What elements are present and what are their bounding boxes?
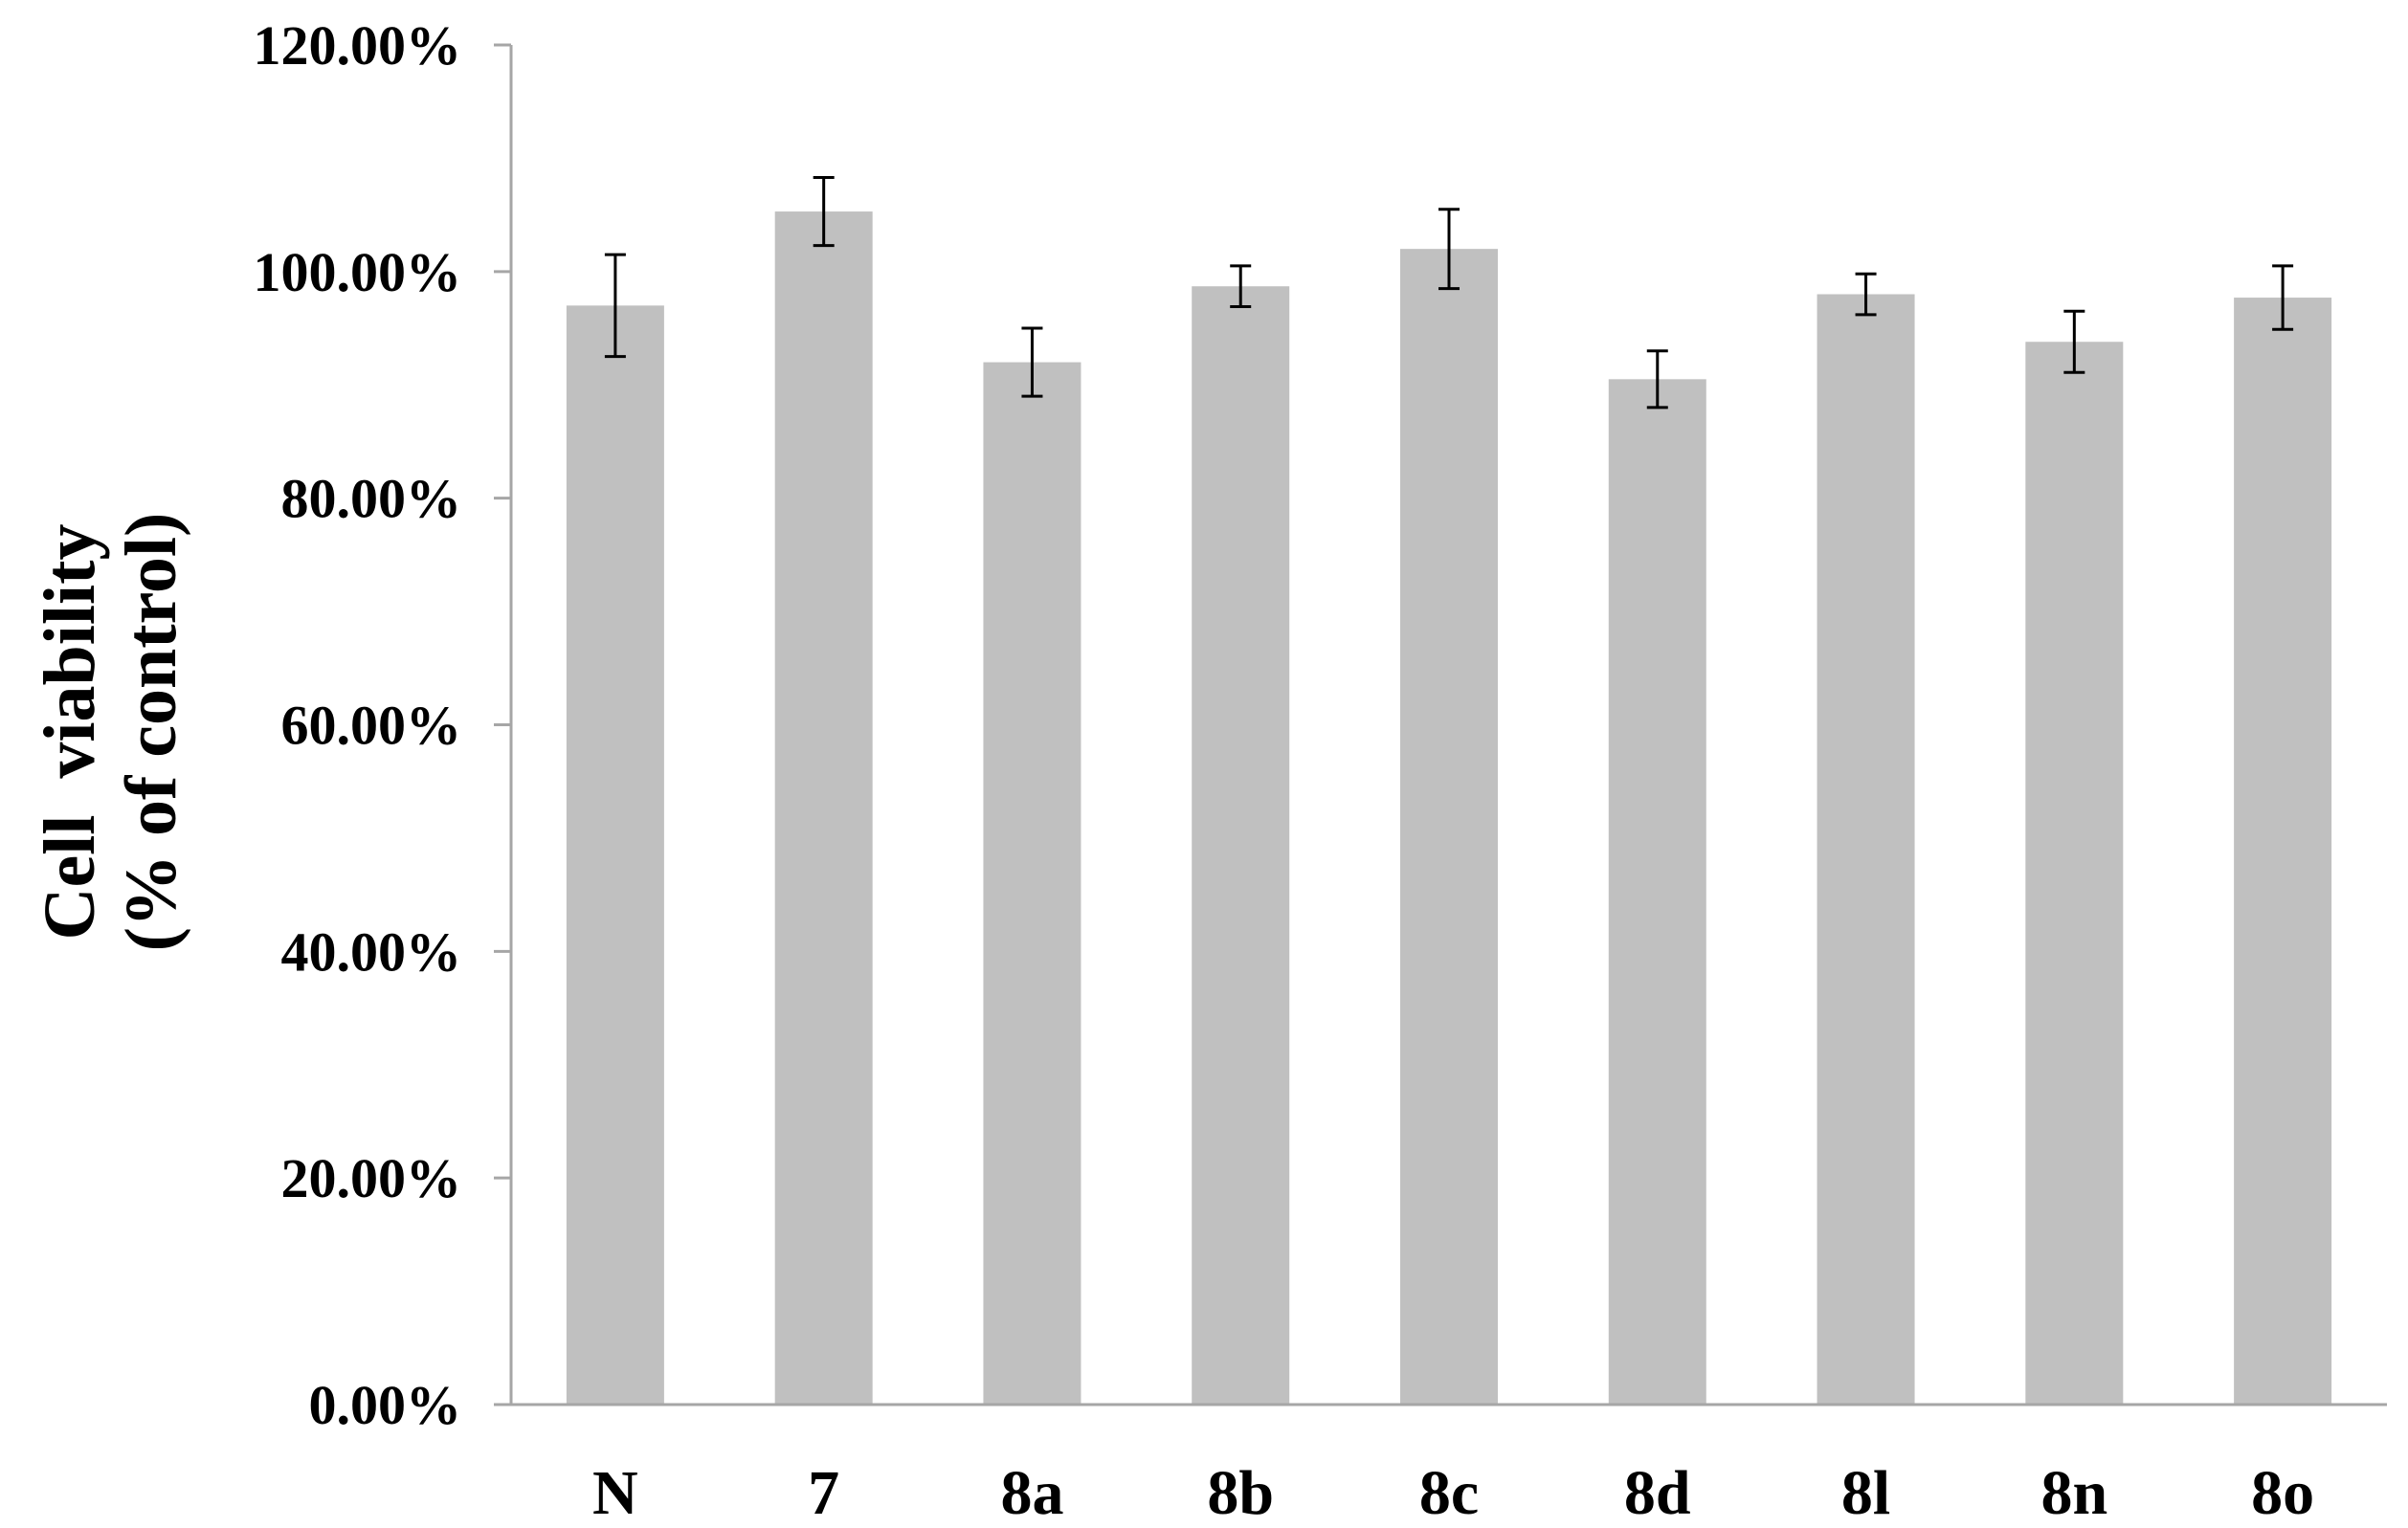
error-bar-8d xyxy=(1646,349,1668,410)
error-bar-N xyxy=(604,253,626,359)
bar-8d xyxy=(1608,379,1706,1406)
x-tick-label-8d: 8d xyxy=(1624,1458,1691,1528)
x-tick-label-8l: 8l xyxy=(1841,1458,1890,1528)
error-bar-8a xyxy=(1021,326,1043,398)
error-bar-8n xyxy=(2063,309,2085,374)
x-tick-label-7: 7 xyxy=(808,1458,839,1528)
bar-8b xyxy=(1192,286,1290,1405)
error-bar-7 xyxy=(813,176,835,248)
error-bar-8o xyxy=(2272,264,2294,331)
bar-8o xyxy=(2234,298,2332,1406)
error-bars-group xyxy=(604,176,2294,410)
y-tick-label: 0.00% xyxy=(309,1374,462,1436)
error-bar-8l xyxy=(1855,272,1877,317)
bar-8n xyxy=(2025,342,2124,1405)
y-axis-ticks: 0.00% 20.00% 40.00% 60.00% 80.00% 100.00% 120.… xyxy=(254,14,511,1436)
x-tick-label-8b: 8b xyxy=(1207,1458,1274,1528)
x-tick-label-N: N xyxy=(592,1458,638,1528)
y-axis-title-line-1: Cell viability xyxy=(30,524,110,941)
x-axis-labels: N 7 8a 8b 8c 8d 8l 8n 8o xyxy=(592,1458,2314,1528)
bar-8l xyxy=(1817,294,1915,1406)
error-bar-8b xyxy=(1230,264,1252,309)
y-tick-label: 60.00% xyxy=(281,695,462,757)
bar-N xyxy=(566,305,664,1405)
x-tick-label-8n: 8n xyxy=(2040,1458,2107,1528)
x-tick-label-8a: 8a xyxy=(1000,1458,1063,1528)
axes-group xyxy=(509,45,2387,1406)
y-tick-label: 20.00% xyxy=(281,1147,462,1209)
error-bar-8c xyxy=(1438,208,1460,291)
bar-7 xyxy=(774,211,873,1405)
y-tick-label: 80.00% xyxy=(281,468,462,530)
y-tick-label: 40.00% xyxy=(281,920,462,983)
bar-8c xyxy=(1400,249,1498,1405)
bar-8a xyxy=(983,362,1081,1406)
y-tick-label: 120.00% xyxy=(254,14,462,77)
x-tick-label-8o: 8o xyxy=(2251,1458,2314,1528)
bars-group xyxy=(566,211,2332,1406)
y-axis-title-line-2: (% of control) xyxy=(111,513,191,952)
x-tick-label-8c: 8c xyxy=(1419,1458,1479,1528)
y-tick-label: 100.00% xyxy=(254,241,462,303)
